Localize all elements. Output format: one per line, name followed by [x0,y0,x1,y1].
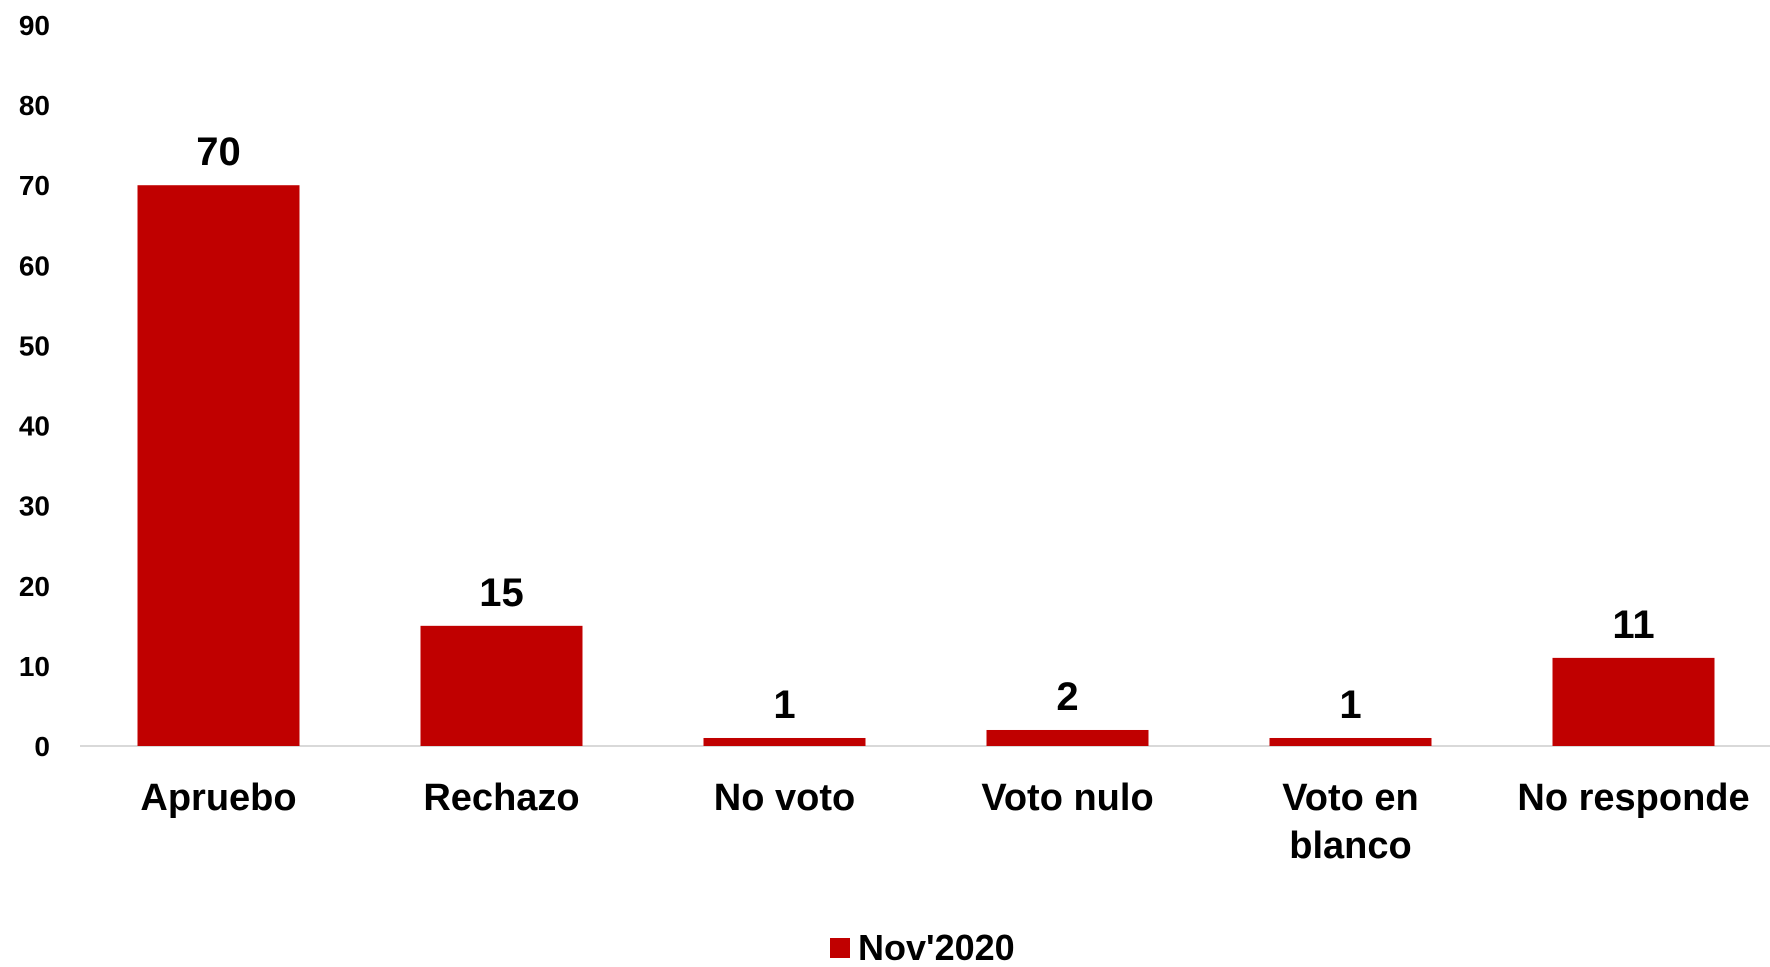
y-tick-label: 40 [19,411,50,442]
y-tick-label: 20 [19,571,50,602]
legend-label: Nov'2020 [858,927,1015,967]
category-label: No voto [714,777,855,819]
y-tick-label: 50 [19,330,50,361]
category-label: Apruebo [140,777,296,819]
y-tick-label: 10 [19,651,50,682]
bar [703,737,866,746]
category-label: No responde [1517,777,1749,819]
bar [420,625,583,746]
y-tick-label: 30 [19,491,50,522]
data-label: 70 [196,130,241,174]
data-label: 11 [1612,603,1654,647]
y-tick-label: 80 [19,90,50,121]
data-label: 15 [479,571,524,615]
y-tick-label: 70 [19,170,50,201]
y-tick-label: 60 [19,250,50,281]
y-tick-label: 90 [19,10,50,41]
category-labels: Apruebo Rechazo No voto Voto nulo Voto en bla… [140,777,1749,867]
bar [137,185,300,746]
bars [137,185,1715,746]
data-label: 1 [1339,683,1361,727]
bar [1269,737,1432,746]
bar [1552,657,1715,746]
category-label: Voto en blanco [1282,777,1419,867]
legend-swatch [830,938,850,958]
category-label: Rechazo [423,777,579,819]
y-axis-ticks: 0 10 20 30 40 50 60 70 80 90 [19,10,50,762]
category-label: Voto nulo [981,777,1153,819]
data-label: 1 [773,683,795,727]
data-label: 2 [1056,675,1078,719]
bar [986,729,1149,746]
legend: Nov'2020 [830,927,1015,967]
y-tick-label: 0 [34,731,50,762]
